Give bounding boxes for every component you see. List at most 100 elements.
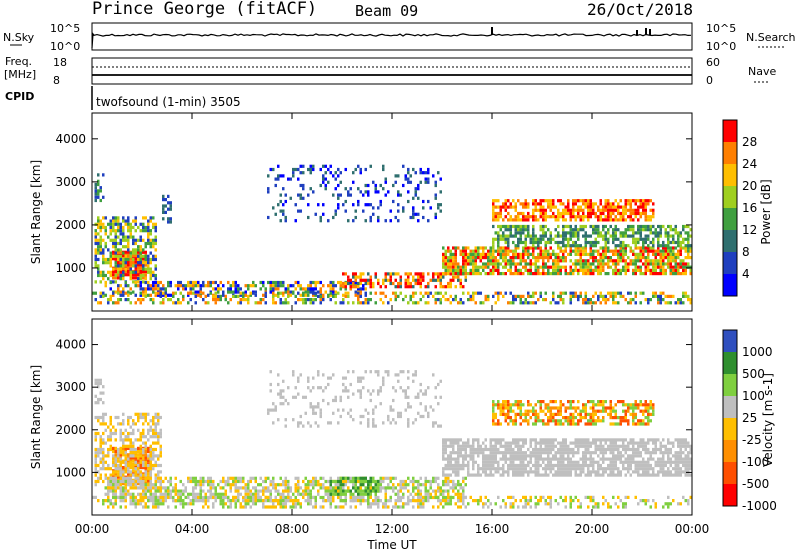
power-echo-cell xyxy=(644,218,647,222)
velocity-echo-cell xyxy=(122,453,125,457)
power-echo-cell xyxy=(559,298,562,302)
power-echo-cell xyxy=(467,298,470,302)
power-echo-cell xyxy=(499,215,502,219)
power-echo-cell xyxy=(119,229,122,233)
power-echo-cell xyxy=(662,259,665,263)
power-echo-cell xyxy=(427,285,430,289)
power-echo-cell xyxy=(569,259,572,263)
power-echo-cell xyxy=(679,259,682,263)
power-echo-cell xyxy=(509,231,512,235)
power-echo-cell xyxy=(617,228,620,232)
power-echo-cell xyxy=(327,294,330,298)
velocity-echo-cell xyxy=(312,376,315,380)
velocity-echo-cell xyxy=(459,438,462,442)
power-echo-cell xyxy=(232,280,235,285)
power-echo-cell xyxy=(409,180,412,184)
power-echo-cell xyxy=(297,167,300,172)
power-echo-cell xyxy=(99,186,102,190)
power-echo-cell xyxy=(672,252,675,256)
velocity-echo-cell xyxy=(159,444,162,448)
velocity-echo-cell xyxy=(127,470,130,474)
power-echo-cell xyxy=(497,268,500,272)
velocity-echo-cell xyxy=(359,492,362,496)
velocity-echo-cell xyxy=(502,457,505,461)
power-echo-cell xyxy=(529,272,532,276)
power-echo-cell xyxy=(354,215,357,220)
power-echo-cell xyxy=(617,259,620,263)
power-echo-cell xyxy=(144,263,147,267)
power-echo-cell xyxy=(534,205,537,209)
power-echo-cell xyxy=(562,259,565,263)
velocity-echo-cell xyxy=(422,499,425,503)
velocity-echo-cell xyxy=(282,492,285,496)
power-echo-cell xyxy=(394,294,397,298)
velocity-echo-cell xyxy=(512,463,515,468)
velocity-echo-cell xyxy=(462,499,465,503)
power-echo-cell xyxy=(139,298,142,302)
power-echo-cell xyxy=(419,275,422,279)
power-echo-cell xyxy=(177,280,180,285)
power-echo-cell xyxy=(647,268,650,272)
velocity-echo-cell xyxy=(347,486,350,490)
velocity-echo-cell xyxy=(237,492,240,496)
power-echo-cell xyxy=(539,249,542,253)
power-echo-cell xyxy=(379,285,382,289)
power-echo-cell xyxy=(474,252,477,256)
power-echo-cell xyxy=(129,291,132,295)
power-echo-cell xyxy=(389,219,392,223)
power-echo-cell xyxy=(439,275,442,279)
velocity-echo-cell xyxy=(457,460,460,464)
cpid-label: CPID xyxy=(5,90,34,103)
power-echo-cell xyxy=(574,240,577,245)
power-echo-cell xyxy=(434,298,437,302)
power-echo-cell xyxy=(129,229,132,233)
power-echo-cell xyxy=(687,234,690,238)
velocity-echo-cell xyxy=(387,370,390,374)
power-echo-cell xyxy=(509,249,512,253)
power-colorbar-swatch xyxy=(723,164,737,186)
velocity-echo-cell xyxy=(282,395,285,399)
power-echo-cell xyxy=(119,273,122,278)
power-echo-cell xyxy=(509,215,512,219)
power-echo-cell xyxy=(529,301,532,305)
power-echo-cell xyxy=(589,208,592,212)
power-echo-cell xyxy=(352,275,355,279)
power-echo-cell xyxy=(499,249,502,253)
velocity-echo-cell xyxy=(294,483,297,487)
velocity-echo-cell xyxy=(484,438,487,442)
power-echo-cell xyxy=(579,262,582,266)
power-echo-cell xyxy=(489,268,492,272)
power-echo-cell xyxy=(462,256,465,260)
velocity-echo-cell xyxy=(549,460,552,464)
velocity-echo-cell xyxy=(427,499,430,503)
power-echo-cell xyxy=(527,218,530,222)
velocity-echo-cell xyxy=(129,472,132,476)
velocity-echo-cell xyxy=(297,489,300,493)
power-echo-cell xyxy=(552,262,555,266)
power-echo-cell xyxy=(319,280,322,285)
power-echo-cell xyxy=(607,237,610,241)
power-echo-cell xyxy=(112,257,115,261)
power-echo-cell xyxy=(542,208,545,212)
power-echo-cell xyxy=(644,208,647,212)
velocity-echo-cell xyxy=(294,476,297,480)
velocity-echo-cell xyxy=(567,473,570,477)
power-echo-cell xyxy=(94,254,97,258)
velocity-echo-cell xyxy=(414,479,417,484)
power-echo-cell xyxy=(634,272,637,276)
velocity-echo-cell xyxy=(142,486,145,490)
power-echo-cell xyxy=(577,294,580,298)
power-echo-cell xyxy=(482,268,485,272)
power-echo-cell xyxy=(567,224,570,229)
velocity-echo-cell xyxy=(187,495,190,500)
power-echo-cell xyxy=(572,291,575,295)
power-echo-cell xyxy=(569,228,572,232)
power-echo-cell xyxy=(524,202,527,206)
power-echo-cell xyxy=(464,249,467,253)
power-echo-cell xyxy=(369,219,372,223)
power-echo-cell xyxy=(112,269,115,274)
velocity-echo-cell xyxy=(544,438,547,442)
power-echo-cell xyxy=(577,205,580,209)
freq-tick-bottom: 8 xyxy=(53,74,60,87)
velocity-echo-cell xyxy=(227,483,230,487)
